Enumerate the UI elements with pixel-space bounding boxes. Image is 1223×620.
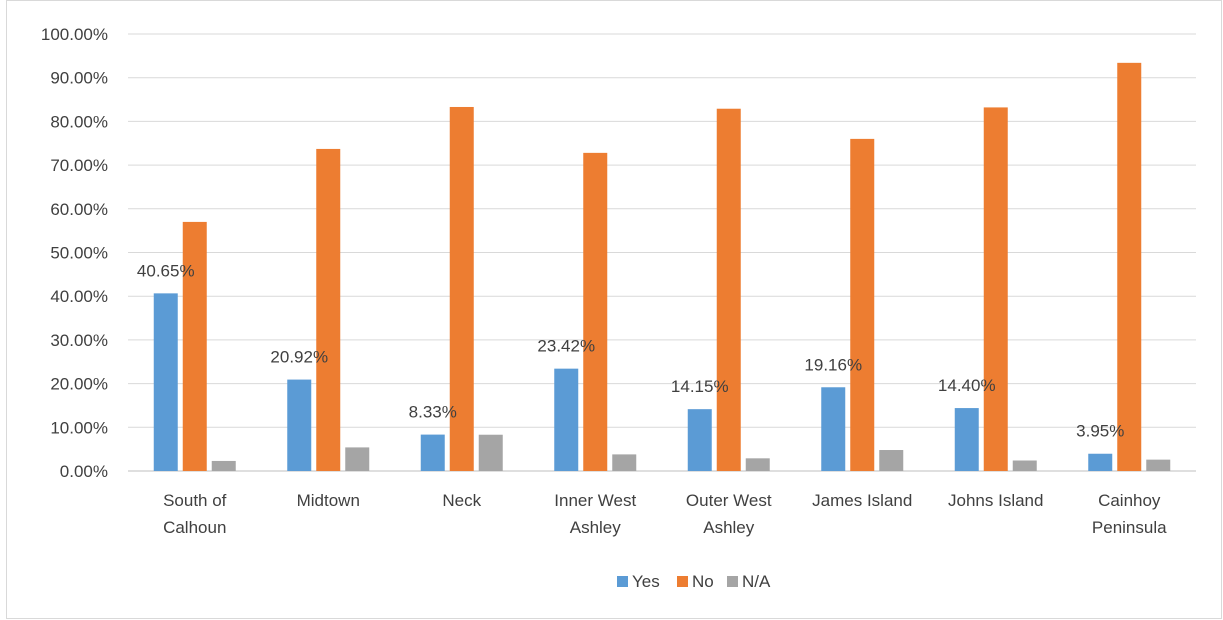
x-tick-label: Neck bbox=[442, 491, 481, 510]
x-tick-label: Cainhoy bbox=[1098, 491, 1161, 510]
bar-yes bbox=[821, 387, 846, 471]
y-tick-label: 0.00% bbox=[60, 462, 108, 481]
legend-label: Yes bbox=[632, 572, 660, 591]
bar-n-a bbox=[1012, 460, 1037, 471]
data-label: 14.40% bbox=[938, 376, 996, 395]
data-label: 19.16% bbox=[804, 355, 862, 374]
legend-swatch bbox=[617, 576, 628, 587]
legend-swatch bbox=[727, 576, 738, 587]
bar-n-a bbox=[745, 458, 770, 471]
x-tick-label: Calhoun bbox=[163, 518, 226, 537]
bars bbox=[153, 62, 1171, 472]
y-tick-label: 40.00% bbox=[50, 287, 108, 306]
data-label: 8.33% bbox=[409, 403, 457, 422]
y-tick-label: 50.00% bbox=[50, 244, 108, 263]
y-tick-label: 80.00% bbox=[50, 112, 108, 131]
data-label: 14.15% bbox=[671, 377, 729, 396]
x-tick-label: Peninsula bbox=[1092, 518, 1167, 537]
y-tick-label: 20.00% bbox=[50, 375, 108, 394]
data-label: 40.65% bbox=[137, 261, 195, 280]
y-tick-label: 10.00% bbox=[50, 418, 108, 437]
bar-no bbox=[182, 221, 207, 471]
bar-no bbox=[316, 148, 341, 471]
bar-yes bbox=[554, 368, 579, 471]
bar-yes bbox=[153, 293, 178, 471]
bar-n-a bbox=[478, 434, 503, 471]
legend-label: No bbox=[692, 572, 714, 591]
bar-n-a bbox=[1146, 459, 1171, 471]
bar-yes bbox=[954, 408, 979, 471]
bar-no bbox=[449, 106, 474, 471]
x-tick-label: Outer West bbox=[686, 491, 772, 510]
y-tick-label: 90.00% bbox=[50, 69, 108, 88]
x-tick-label: Ashley bbox=[703, 518, 755, 537]
y-tick-label: 60.00% bbox=[50, 200, 108, 219]
bar-no bbox=[1117, 62, 1142, 471]
bar-n-a bbox=[211, 460, 236, 471]
bar-yes bbox=[420, 434, 445, 471]
bar-n-a bbox=[612, 454, 637, 471]
legend: Yes No N/A bbox=[617, 572, 771, 591]
x-tick-label: James Island bbox=[812, 491, 912, 510]
x-tick-label: Ashley bbox=[570, 518, 622, 537]
y-tick-label: 100.00% bbox=[41, 25, 108, 44]
bar-n-a bbox=[879, 450, 904, 471]
data-labels: 40.65% 20.92% 8.33% 23.42% 14.15% 19.16% 14.40… bbox=[137, 261, 1124, 440]
bar-no bbox=[716, 108, 741, 472]
x-axis-ticks: South of Calhoun Midtown Neck Inner West Ashl… bbox=[163, 491, 1167, 537]
x-tick-label: South of bbox=[163, 491, 227, 510]
bar-no bbox=[583, 152, 608, 471]
legend-swatch bbox=[677, 576, 688, 587]
bar-no bbox=[983, 107, 1008, 471]
bar-n-a bbox=[345, 447, 370, 471]
chart-frame bbox=[6, 0, 1222, 619]
y-tick-label: 70.00% bbox=[50, 156, 108, 175]
x-tick-label: Johns Island bbox=[948, 491, 1043, 510]
legend-label: N/A bbox=[742, 572, 771, 591]
data-label: 20.92% bbox=[270, 348, 328, 367]
x-tick-label: Midtown bbox=[297, 491, 360, 510]
y-axis-ticks: 0.00% 10.00% 20.00% 30.00% 40.00% 50.00% 60.00… bbox=[41, 25, 108, 481]
data-label: 23.42% bbox=[537, 337, 595, 356]
bar-yes bbox=[287, 379, 312, 471]
x-tick-label: Inner West bbox=[554, 491, 636, 510]
bar-no bbox=[850, 138, 875, 471]
y-tick-label: 30.00% bbox=[50, 331, 108, 350]
bar-yes bbox=[687, 409, 712, 471]
data-label: 3.95% bbox=[1076, 422, 1124, 441]
bar-yes bbox=[1088, 453, 1113, 471]
